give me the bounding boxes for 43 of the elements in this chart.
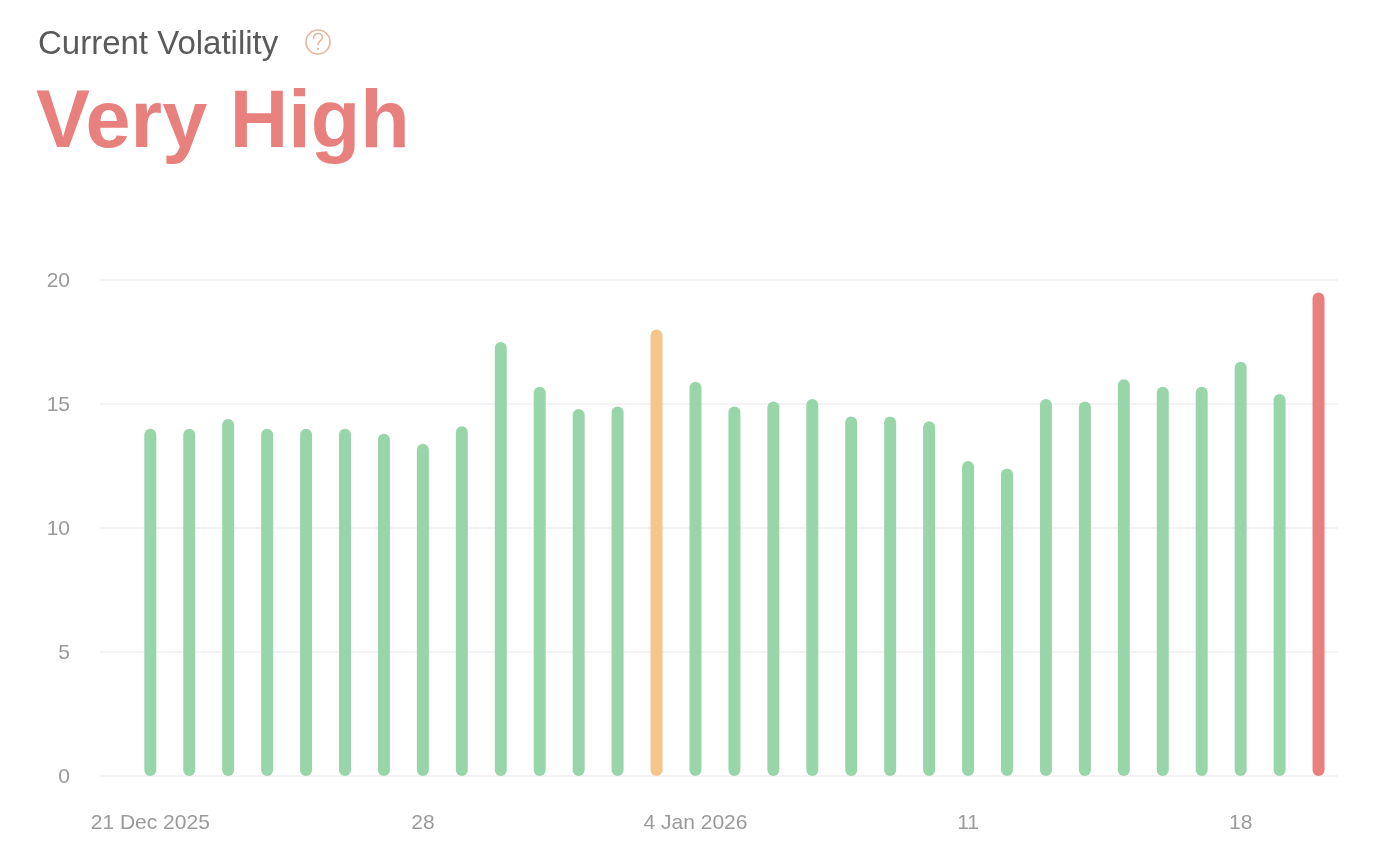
bar <box>300 428 313 776</box>
bar <box>845 416 858 776</box>
bar <box>650 329 663 776</box>
bar <box>884 416 897 776</box>
x-tick-label: 21 Dec 2025 <box>90 810 210 833</box>
bar <box>728 406 741 776</box>
bar <box>1117 379 1130 776</box>
bar <box>923 421 936 776</box>
bar <box>572 408 585 776</box>
y-tick-label: 20 <box>46 268 70 292</box>
bar <box>1312 292 1325 776</box>
bar <box>1234 361 1247 776</box>
bar <box>261 428 274 776</box>
bar <box>144 428 157 776</box>
bar <box>767 401 780 776</box>
bar <box>806 399 819 776</box>
bar <box>1078 401 1091 776</box>
x-tick-label: 4 Jan 2026 <box>643 810 748 833</box>
bar <box>339 428 351 776</box>
bar <box>416 443 429 776</box>
bar <box>222 418 235 776</box>
bar <box>1273 394 1286 776</box>
bar <box>377 433 390 776</box>
chart-title: Current Volatility <box>38 24 279 61</box>
bar <box>1039 399 1052 776</box>
bar <box>1195 386 1208 776</box>
bar <box>962 461 975 776</box>
bar <box>611 406 624 776</box>
bar <box>455 426 468 776</box>
x-tick-label: 28 <box>411 810 435 833</box>
x-tick-label: 11 <box>957 810 979 833</box>
bar <box>1156 386 1169 776</box>
bar <box>533 386 546 776</box>
bar <box>1001 468 1013 776</box>
bar <box>689 381 702 776</box>
bar <box>183 428 196 776</box>
y-tick-label: 5 <box>58 640 70 664</box>
y-tick-label: 10 <box>46 516 70 540</box>
y-tick-label: 15 <box>46 392 70 416</box>
chart-subtitle: Very High <box>36 74 410 164</box>
x-tick-label: 18 <box>1228 810 1253 833</box>
bar <box>494 342 507 776</box>
y-tick-label: 0 <box>58 764 70 788</box>
